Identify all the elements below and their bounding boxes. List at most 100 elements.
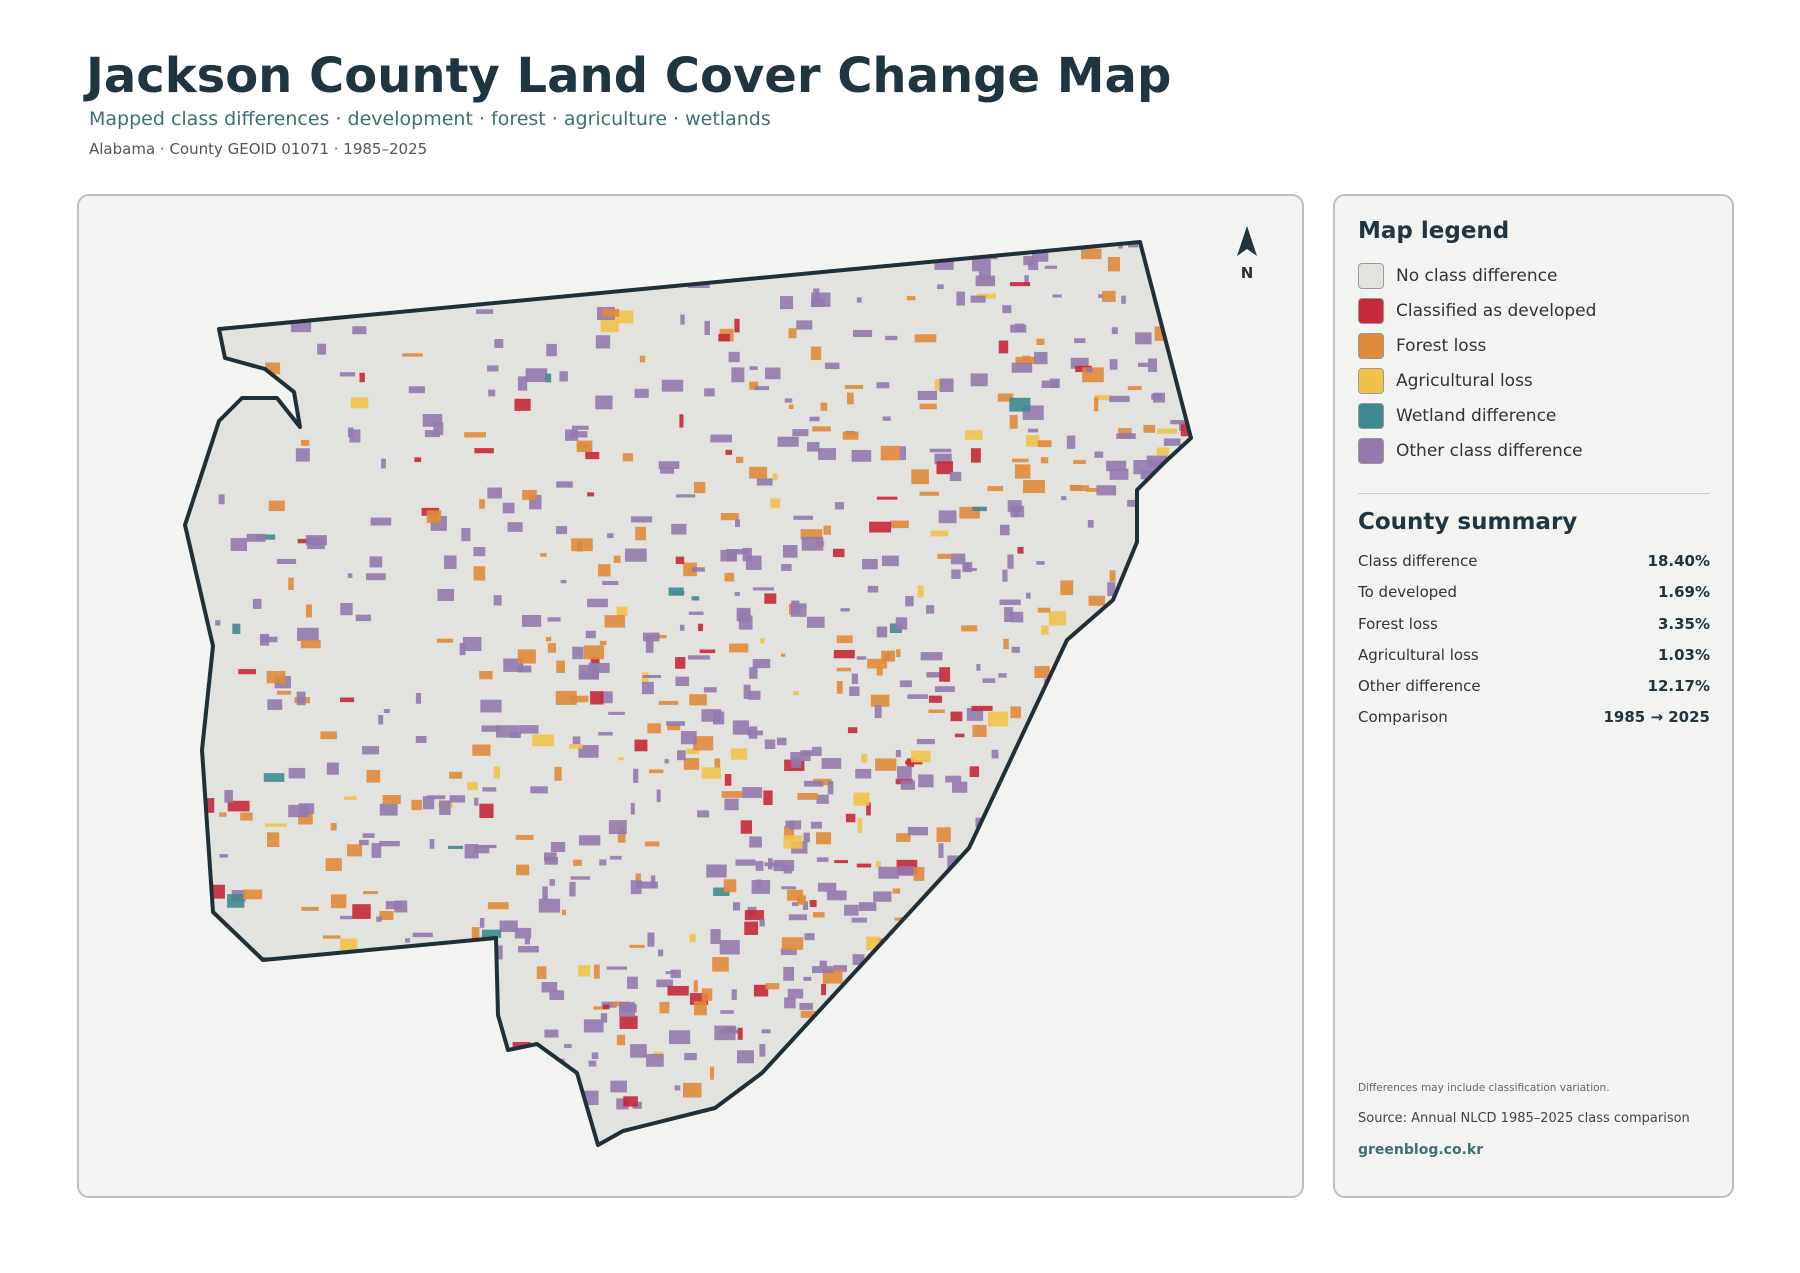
change-patch bbox=[429, 839, 435, 849]
change-patch bbox=[352, 904, 371, 919]
change-patch bbox=[1070, 357, 1089, 369]
change-patch bbox=[518, 725, 539, 734]
change-patch bbox=[998, 673, 1007, 678]
change-patch bbox=[595, 395, 613, 410]
change-patch bbox=[683, 758, 700, 770]
change-patch bbox=[679, 414, 684, 428]
change-patch bbox=[875, 861, 881, 868]
change-patch bbox=[787, 1147, 791, 1157]
change-patch bbox=[697, 810, 710, 818]
change-patch bbox=[943, 1123, 960, 1136]
change-patch bbox=[992, 993, 1000, 1008]
change-patch bbox=[347, 968, 367, 979]
change-patch bbox=[899, 866, 915, 876]
change-patch bbox=[396, 1120, 403, 1135]
change-patch bbox=[381, 458, 386, 469]
change-patch bbox=[802, 901, 809, 910]
change-patch bbox=[185, 260, 194, 268]
change-patch bbox=[780, 296, 794, 310]
change-patch bbox=[599, 691, 613, 704]
change-patch bbox=[896, 649, 901, 658]
change-patch bbox=[703, 687, 717, 693]
change-patch bbox=[782, 544, 798, 558]
change-patch bbox=[874, 705, 882, 719]
change-patch bbox=[541, 982, 558, 993]
change-patch bbox=[688, 611, 704, 615]
change-patch bbox=[1141, 659, 1148, 674]
change-patch bbox=[484, 242, 496, 254]
change-patch bbox=[345, 1013, 358, 1027]
change-patch bbox=[1143, 1014, 1154, 1023]
legend-item: No class difference bbox=[1358, 258, 1596, 293]
change-patch bbox=[1089, 1003, 1101, 1010]
change-patch bbox=[668, 1030, 691, 1045]
change-patch bbox=[1094, 395, 1112, 401]
change-patch bbox=[1143, 967, 1159, 981]
change-patch bbox=[472, 744, 491, 756]
change-patch bbox=[1061, 496, 1067, 501]
change-patch bbox=[525, 368, 548, 382]
change-patch bbox=[1148, 581, 1156, 586]
change-patch bbox=[481, 929, 502, 938]
change-patch bbox=[1022, 355, 1031, 361]
change-patch bbox=[906, 295, 916, 301]
change-patch bbox=[585, 451, 600, 460]
change-patch bbox=[684, 1052, 697, 1061]
change-patch bbox=[770, 1125, 776, 1131]
change-patch bbox=[731, 989, 737, 1000]
change-patch bbox=[874, 253, 887, 265]
change-patch bbox=[487, 365, 499, 372]
change-patch bbox=[1131, 1113, 1153, 1122]
change-patch bbox=[752, 242, 766, 250]
change-patch bbox=[733, 1103, 742, 1116]
change-patch bbox=[844, 385, 864, 389]
change-patch bbox=[988, 887, 997, 896]
change-patch bbox=[976, 664, 981, 671]
change-patch bbox=[1148, 358, 1157, 372]
change-patch bbox=[911, 1017, 918, 1023]
change-patch bbox=[263, 773, 285, 782]
change-patch bbox=[1193, 432, 1198, 436]
change-patch bbox=[914, 334, 937, 343]
change-patch bbox=[718, 333, 731, 342]
change-patch bbox=[1180, 953, 1191, 963]
change-patch bbox=[807, 442, 820, 452]
change-patch bbox=[572, 646, 584, 660]
change-patch bbox=[512, 1071, 522, 1076]
change-patch bbox=[667, 985, 689, 996]
change-patch bbox=[755, 861, 764, 871]
change-patch bbox=[1163, 438, 1181, 446]
change-patch bbox=[431, 1102, 446, 1110]
change-patch bbox=[1146, 455, 1168, 467]
change-patch bbox=[358, 839, 369, 846]
change-patch bbox=[379, 841, 400, 847]
change-patch bbox=[1180, 544, 1187, 551]
change-patch bbox=[940, 879, 950, 888]
change-patch bbox=[890, 520, 909, 529]
change-patch bbox=[969, 766, 980, 777]
change-patch bbox=[920, 1023, 941, 1030]
change-patch bbox=[978, 271, 991, 280]
change-patch bbox=[1002, 569, 1008, 582]
change-patch bbox=[330, 894, 347, 909]
change-patch bbox=[971, 705, 993, 711]
change-patch bbox=[289, 314, 311, 320]
change-patch bbox=[881, 555, 899, 567]
change-patch bbox=[895, 617, 908, 630]
change-patch bbox=[792, 428, 809, 437]
change-patch bbox=[890, 1009, 897, 1020]
change-patch bbox=[1108, 851, 1117, 859]
change-patch bbox=[667, 269, 681, 279]
change-patch bbox=[578, 664, 599, 680]
change-patch bbox=[230, 1083, 240, 1089]
change-patch bbox=[595, 335, 611, 349]
change-patch bbox=[734, 591, 740, 596]
change-patch bbox=[201, 1088, 215, 1094]
change-patch bbox=[736, 456, 744, 464]
change-patch bbox=[1086, 487, 1099, 492]
change-patch bbox=[386, 1102, 408, 1117]
change-patch bbox=[385, 1030, 403, 1043]
change-patch bbox=[1016, 1117, 1025, 1127]
change-patch bbox=[880, 1057, 901, 1073]
change-patch bbox=[564, 429, 579, 441]
